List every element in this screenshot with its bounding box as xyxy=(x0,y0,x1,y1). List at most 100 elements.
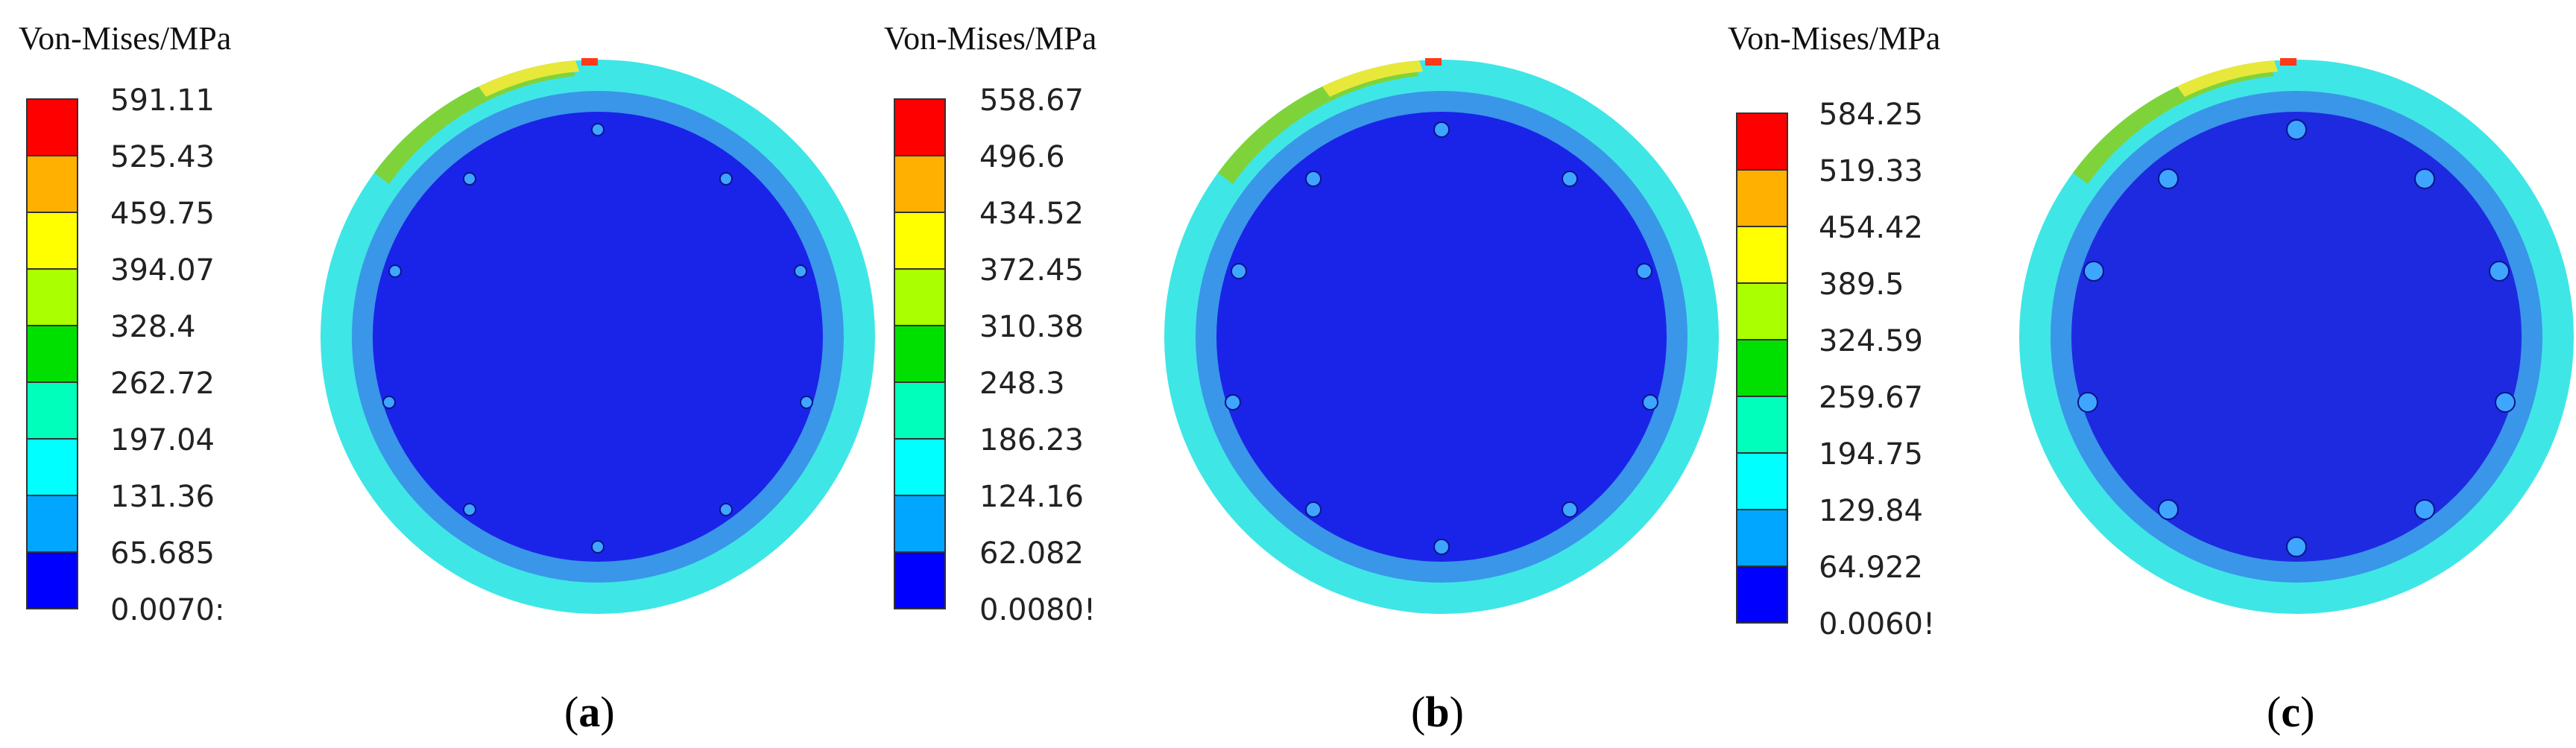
bolt-hole xyxy=(1562,501,1578,518)
contour-disc-a xyxy=(321,58,875,614)
stress-core xyxy=(373,112,823,562)
legend-swatch xyxy=(1736,169,1788,227)
legend-tick: 389.5 xyxy=(1819,267,1904,302)
legend-swatch xyxy=(1736,509,1788,567)
legend-tick: 262.72 xyxy=(110,367,215,401)
color-legend-b: 558.67 496.6 434.52 372.45 310.38 248.3 … xyxy=(894,83,1096,627)
legend-tick: 328.4 xyxy=(110,310,196,344)
bolt-hole xyxy=(2489,261,2510,282)
legend-swatches-a xyxy=(26,98,78,609)
bolt-hole xyxy=(382,396,396,409)
legend-tick: 129.84 xyxy=(1819,494,1923,528)
legend-tick: 0.0080! xyxy=(979,593,1096,627)
hot-spot-red xyxy=(1425,58,1442,66)
legend-tick: 197.04 xyxy=(110,423,215,457)
legend-swatch xyxy=(26,551,78,609)
caption-c: (c) xyxy=(2267,688,2314,736)
legend-tick: 394.07 xyxy=(110,253,215,288)
legend-swatch xyxy=(1736,396,1788,454)
bolt-hole xyxy=(463,172,476,186)
caption-letter: a xyxy=(578,688,600,736)
bolt-hole xyxy=(800,396,813,409)
legend-swatch xyxy=(26,98,78,156)
caption-open: ( xyxy=(564,688,578,736)
legend-swatch xyxy=(894,551,946,609)
legend-ticks-b: 558.67 496.6 434.52 372.45 310.38 248.3 … xyxy=(979,83,1096,627)
bolt-hole xyxy=(2158,168,2179,189)
legend-tick: 519.33 xyxy=(1819,154,1923,188)
bolt-hole xyxy=(1231,263,1247,279)
panel-c: Von-Mises/MPa 584.25 519.33 454.42 389.5… xyxy=(1728,20,2574,736)
legend-swatch xyxy=(1736,112,1788,171)
legend-swatch xyxy=(894,212,946,270)
legend-tick: 0.0070: xyxy=(110,593,224,627)
panel-b: Von-Mises/MPa 558.67 496.6 434.52 372.45… xyxy=(884,20,1719,736)
caption-b: (b) xyxy=(1411,688,1464,736)
legend-swatches-c xyxy=(1736,112,1788,624)
bolt-hole xyxy=(2414,168,2435,189)
bolt-hole xyxy=(1433,121,1450,138)
caption-open: ( xyxy=(2267,688,2281,736)
caption-close: ) xyxy=(2300,688,2314,736)
bolt-hole xyxy=(591,540,604,554)
caption-letter: b xyxy=(1425,688,1449,736)
legend-tick: 454.42 xyxy=(1819,211,1923,245)
bolt-hole xyxy=(2286,119,2307,140)
legend-title-c: Von-Mises/MPa xyxy=(1728,20,1940,57)
bolt-hole xyxy=(463,503,476,516)
bolt-hole xyxy=(794,264,807,278)
legend-ticks-c: 584.25 519.33 454.42 389.5 324.59 259.67… xyxy=(1819,98,1935,641)
legend-swatch xyxy=(894,495,946,553)
bolt-hole xyxy=(1636,263,1652,279)
legend-title-a: Von-Mises/MPa xyxy=(19,20,231,57)
bolt-holes xyxy=(382,123,813,554)
legend-title-b: Von-Mises/MPa xyxy=(884,20,1096,57)
hot-edge-yellow xyxy=(1322,60,1423,97)
legend-tick: 324.59 xyxy=(1819,324,1923,358)
legend-swatch xyxy=(26,381,78,440)
caption-letter: c xyxy=(2281,688,2300,736)
legend-tick: 310.38 xyxy=(979,310,1084,344)
legend-swatches-b xyxy=(894,98,946,609)
stress-core xyxy=(1216,112,1667,562)
bolt-holes xyxy=(1225,121,1658,555)
legend-tick: 186.23 xyxy=(979,423,1084,457)
hot-spot-red xyxy=(2280,58,2296,66)
legend-tick: 434.52 xyxy=(979,197,1084,231)
bolt-hole xyxy=(1305,171,1322,187)
contour-disc-b xyxy=(1164,58,1719,614)
legend-tick: 525.43 xyxy=(110,140,215,174)
legend-swatch xyxy=(894,155,946,213)
bolt-hole xyxy=(2414,499,2435,520)
legend-tick: 62.082 xyxy=(979,536,1084,571)
panel-a: Von-Mises/MPa 591.11 525.43 459.75 394.0… xyxy=(19,20,875,736)
legend-tick: 459.75 xyxy=(110,197,215,231)
bolt-hole xyxy=(2495,392,2516,413)
legend-swatch xyxy=(1736,452,1788,510)
legend-tick: 584.25 xyxy=(1819,98,1923,132)
legend-swatch xyxy=(894,325,946,383)
legend-tick: 124.16 xyxy=(979,480,1084,514)
legend-tick: 496.6 xyxy=(979,140,1065,174)
legend-swatch xyxy=(26,438,78,496)
bolt-hole xyxy=(1433,539,1450,555)
caption-close: ) xyxy=(600,688,614,736)
legend-tick: 194.75 xyxy=(1819,437,1923,472)
legend-tick: 65.685 xyxy=(110,536,215,571)
caption-open: ( xyxy=(1411,688,1425,736)
hot-spot-red xyxy=(581,58,598,66)
bolt-hole xyxy=(2077,392,2098,413)
bolt-hole xyxy=(1305,501,1322,518)
legend-swatch xyxy=(26,495,78,553)
bolt-hole xyxy=(2158,499,2179,520)
legend-swatch xyxy=(26,212,78,270)
legend-tick: 558.67 xyxy=(979,83,1084,118)
legend-tick: 591.11 xyxy=(110,83,215,118)
legend-swatch xyxy=(894,438,946,496)
legend-tick: 259.67 xyxy=(1819,381,1923,415)
hot-edge-yellow xyxy=(2177,60,2278,97)
legend-tick: 0.0060! xyxy=(1819,607,1935,641)
stress-core xyxy=(2071,112,2522,562)
bolt-hole xyxy=(388,264,402,278)
